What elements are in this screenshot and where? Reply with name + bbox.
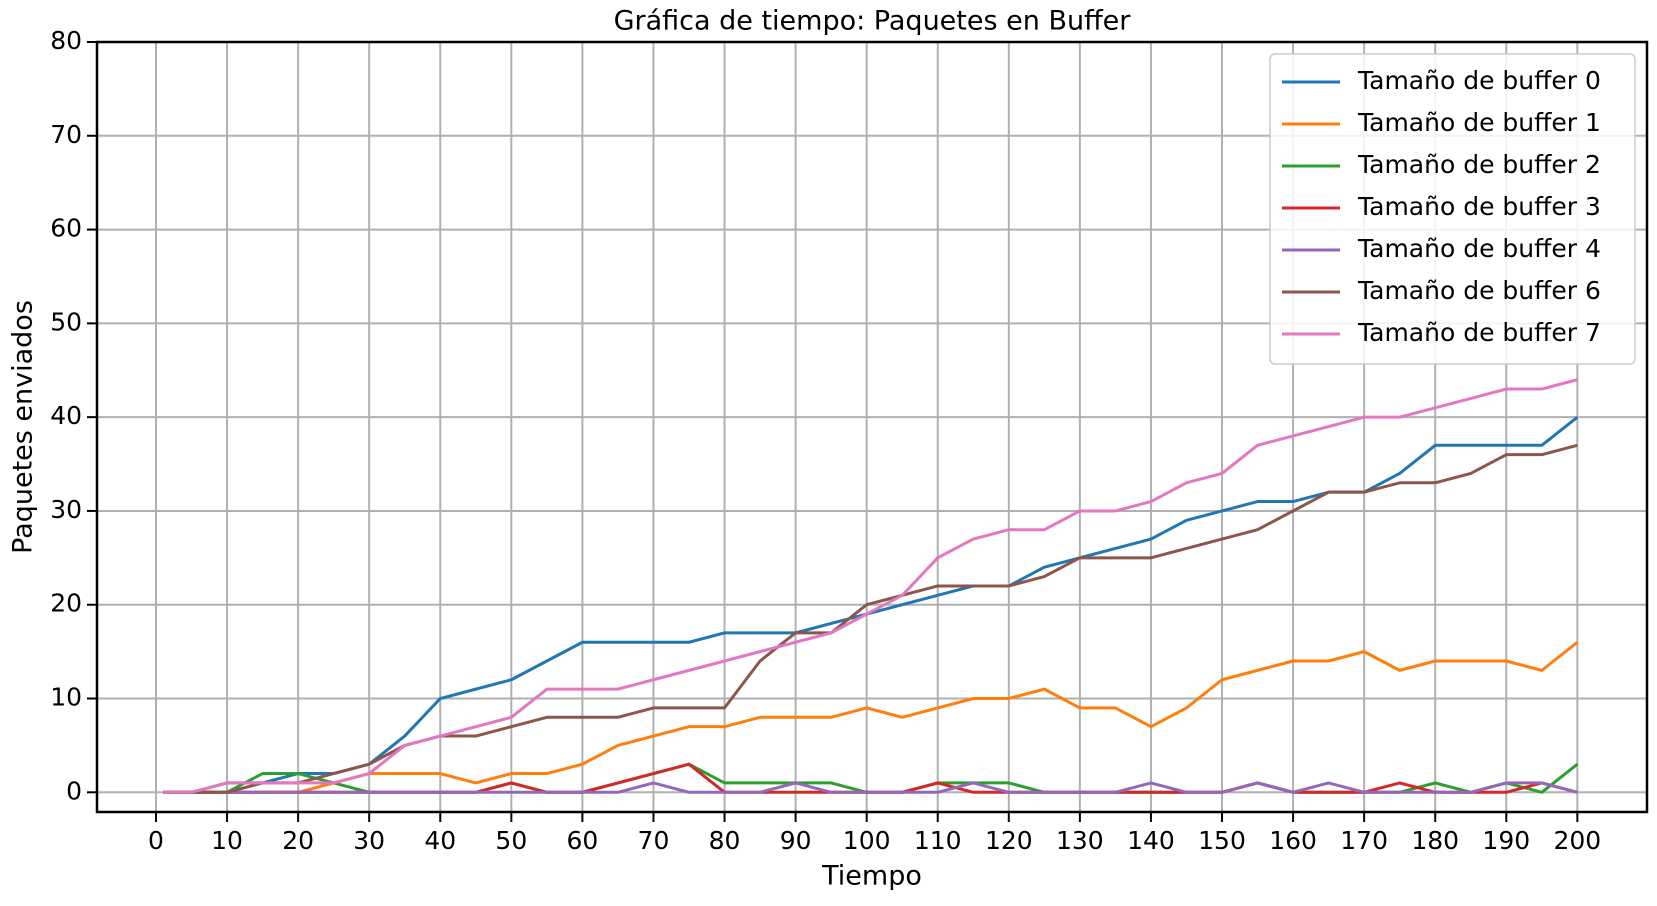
x-tick-label: 20	[282, 826, 314, 855]
x-tick-label: 120	[985, 826, 1033, 855]
x-tick-label: 150	[1198, 826, 1246, 855]
x-tick-label: 200	[1553, 826, 1601, 855]
x-tick-label: 10	[211, 826, 243, 855]
y-axis-label: Paquetes enviados	[8, 300, 39, 554]
legend-label: Tamaño de buffer 7	[1357, 318, 1601, 347]
plot-frame	[95, 40, 1649, 814]
x-tick-label: 170	[1340, 826, 1388, 855]
series-line	[163, 443, 1578, 794]
x-tick-label: 130	[1056, 826, 1104, 855]
legend-box	[1269, 53, 1636, 365]
legend-label: Tamaño de buffer 1	[1357, 108, 1601, 137]
legend-label: Tamaño de buffer 2	[1357, 150, 1601, 179]
x-tick-label: 90	[780, 826, 812, 855]
legend-label: Tamaño de buffer 0	[1357, 66, 1601, 95]
x-tick-label: 160	[1269, 826, 1317, 855]
x-tick-label: 100	[843, 826, 891, 855]
x-tick-label: 190	[1482, 826, 1530, 855]
x-tick-label: 0	[148, 826, 164, 855]
y-tick-label: 70	[50, 120, 82, 149]
x-tick-label: 80	[709, 826, 741, 855]
y-tick-label: 50	[50, 307, 82, 336]
y-tick-label: 40	[50, 401, 82, 430]
x-tick-label: 70	[638, 826, 670, 855]
x-tick-label: 140	[1127, 826, 1175, 855]
legend-label: Tamaño de buffer 3	[1357, 192, 1601, 221]
x-tick-label: 40	[424, 826, 456, 855]
chart-title: Gráfica de tiempo: Paquetes en Buffer	[614, 6, 1132, 37]
series-line	[163, 378, 1578, 794]
y-tick-label: 60	[50, 214, 82, 243]
x-tick-label: 60	[566, 826, 598, 855]
y-tick-label: 0	[66, 776, 82, 805]
y-tick-label: 80	[50, 26, 82, 55]
legend-label: Tamaño de buffer 6	[1357, 276, 1601, 305]
x-tick-label: 180	[1411, 826, 1459, 855]
legend-label: Tamaño de buffer 4	[1357, 234, 1601, 263]
series-line	[163, 781, 1578, 794]
series-line	[163, 641, 1579, 794]
x-axis-label: Tiempo	[821, 861, 922, 892]
y-tick-label: 30	[50, 495, 82, 524]
x-tick-label: 50	[495, 826, 527, 855]
y-tick-label: 10	[50, 683, 82, 712]
x-tick-label: 30	[353, 826, 385, 855]
y-tick-label: 20	[50, 589, 82, 618]
x-tick-label: 110	[914, 826, 962, 855]
